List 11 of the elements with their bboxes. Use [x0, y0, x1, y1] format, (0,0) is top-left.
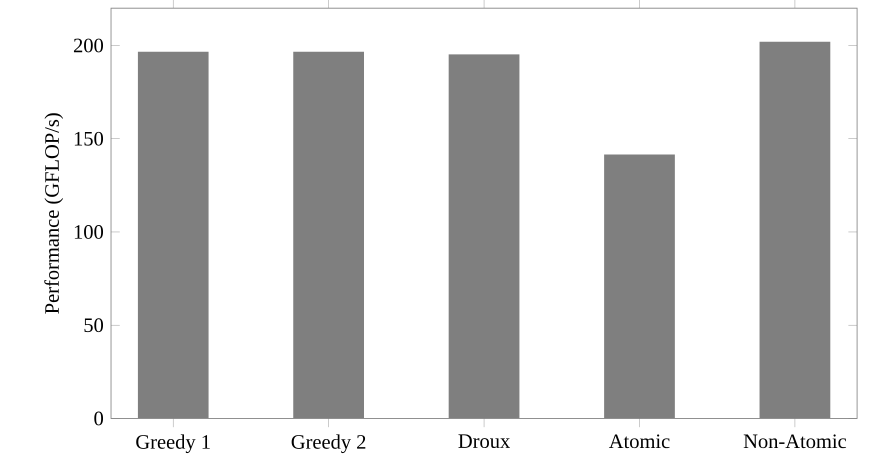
- y-tick-label: 50: [84, 318, 104, 332]
- y-tick-label: 100: [74, 224, 104, 239]
- y-tick-label: 150: [74, 132, 104, 146]
- y-tick-label: 0: [94, 411, 104, 426]
- x-tick-label: Greedy 2: [292, 434, 366, 453]
- y-axis-title: Performance (GFLOP/s): [44, 113, 64, 314]
- x-tick-label: Droux: [458, 434, 510, 448]
- y-tick-label: 200: [74, 38, 104, 52]
- x-tick-label: Atomic: [608, 434, 670, 448]
- x-tick-label: Non-Atomic: [744, 434, 846, 448]
- x-tick-label: Greedy 1: [136, 434, 210, 453]
